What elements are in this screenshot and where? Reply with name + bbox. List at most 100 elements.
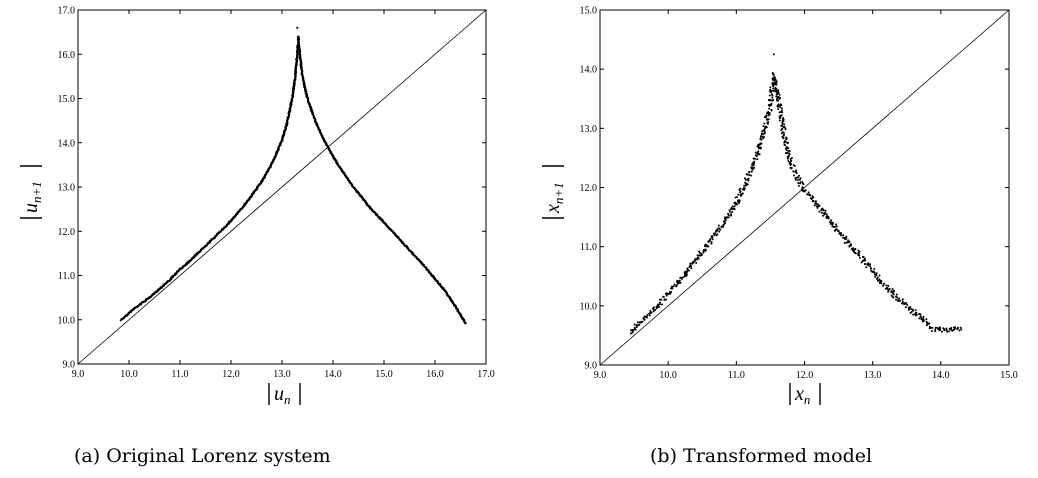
data-point (756, 158, 758, 160)
data-point (873, 272, 875, 274)
data-point (784, 126, 786, 128)
data-point (765, 114, 767, 116)
data-point (712, 238, 714, 240)
data-point (781, 107, 783, 109)
data-point (862, 256, 864, 258)
data-point (681, 278, 683, 280)
data-point (854, 249, 856, 251)
identity-line-a (78, 10, 486, 364)
caption-a: (a) Original Lorenz system (74, 445, 331, 467)
data-point (780, 104, 782, 106)
data-point (649, 312, 651, 314)
data-point (633, 329, 635, 331)
data-point (864, 263, 866, 265)
data-point (771, 93, 773, 95)
x-tick-label: 12.0 (796, 370, 814, 381)
data-point (717, 227, 719, 229)
data-point (745, 179, 747, 181)
data-point (781, 121, 783, 123)
data-point (704, 244, 706, 246)
data-point (657, 305, 659, 307)
data-point (889, 288, 891, 290)
data-point (773, 76, 775, 78)
y-axis-label-b: xn+1 (542, 166, 566, 218)
data-point (870, 267, 872, 269)
data-point (787, 142, 789, 144)
y-tick-labels-b: 9.0 10.0 11.0 12.0 13.0 14.0 15.0 (580, 6, 598, 372)
data-point (718, 224, 720, 226)
data-point (649, 314, 651, 316)
data-point (896, 293, 898, 295)
data-point (855, 252, 857, 254)
data-point (698, 251, 700, 253)
data-point (724, 222, 726, 224)
data-point (840, 234, 842, 236)
data-point (815, 201, 817, 203)
y-tick-label: 11.0 (58, 271, 75, 282)
data-point (804, 190, 806, 192)
data-point (802, 183, 804, 185)
y-axis-symbol-b: x (542, 204, 564, 214)
data-point (721, 226, 723, 228)
data-point (795, 179, 797, 181)
data-point (771, 97, 773, 99)
data-point (926, 324, 928, 326)
data-point (778, 98, 780, 100)
x-tick-label: 13.0 (864, 370, 882, 381)
data-point (801, 186, 803, 188)
data-point (942, 327, 944, 329)
y-tick-label: 9.0 (585, 361, 598, 372)
data-point (750, 175, 752, 177)
data-point (762, 133, 764, 135)
data-point (686, 273, 688, 275)
data-point (957, 327, 959, 329)
y-tick-label: 14.0 (58, 138, 76, 149)
data-point (838, 230, 840, 232)
data-point (875, 274, 877, 276)
data-point (882, 285, 884, 287)
data-point (850, 245, 852, 247)
data-point (773, 74, 775, 76)
data-point (908, 307, 910, 309)
data-point (923, 316, 925, 318)
data-point (892, 288, 894, 290)
data-point (880, 282, 882, 284)
data-point (926, 322, 928, 324)
data-point (716, 233, 718, 235)
data-point (713, 234, 715, 236)
data-point (867, 262, 869, 264)
caption-b: (b) Transformed model (650, 445, 872, 467)
data-point (895, 296, 897, 298)
data-point (731, 208, 733, 210)
data-point (659, 299, 661, 301)
data-point (705, 249, 707, 251)
data-point (813, 200, 815, 202)
data-point (958, 329, 960, 331)
data-point (840, 232, 842, 234)
data-point (723, 220, 725, 222)
y-axis-symbol-a: u (20, 203, 42, 213)
data-point (960, 327, 962, 329)
data-point (877, 277, 879, 279)
data-point (844, 242, 846, 244)
data-point (779, 117, 781, 119)
data-point (730, 213, 732, 215)
y-axis-label-a: un+1 (20, 166, 44, 218)
data-point (707, 245, 709, 247)
data-point (792, 170, 794, 172)
data-point (777, 96, 779, 98)
x-tick-label: 10.0 (120, 369, 138, 380)
y-tick-label: 11.0 (580, 242, 597, 253)
data-point (934, 330, 936, 332)
data-point (646, 314, 648, 316)
data-point (954, 326, 956, 328)
data-point (823, 209, 825, 211)
data-point (759, 153, 761, 155)
data-point (918, 317, 920, 319)
svg-text:un: un (274, 383, 291, 407)
y-tick-label: 10.0 (580, 301, 598, 312)
x-tick-label: 14.0 (324, 369, 342, 380)
data-point (787, 156, 789, 158)
data-point (788, 150, 790, 152)
data-point (895, 299, 897, 301)
